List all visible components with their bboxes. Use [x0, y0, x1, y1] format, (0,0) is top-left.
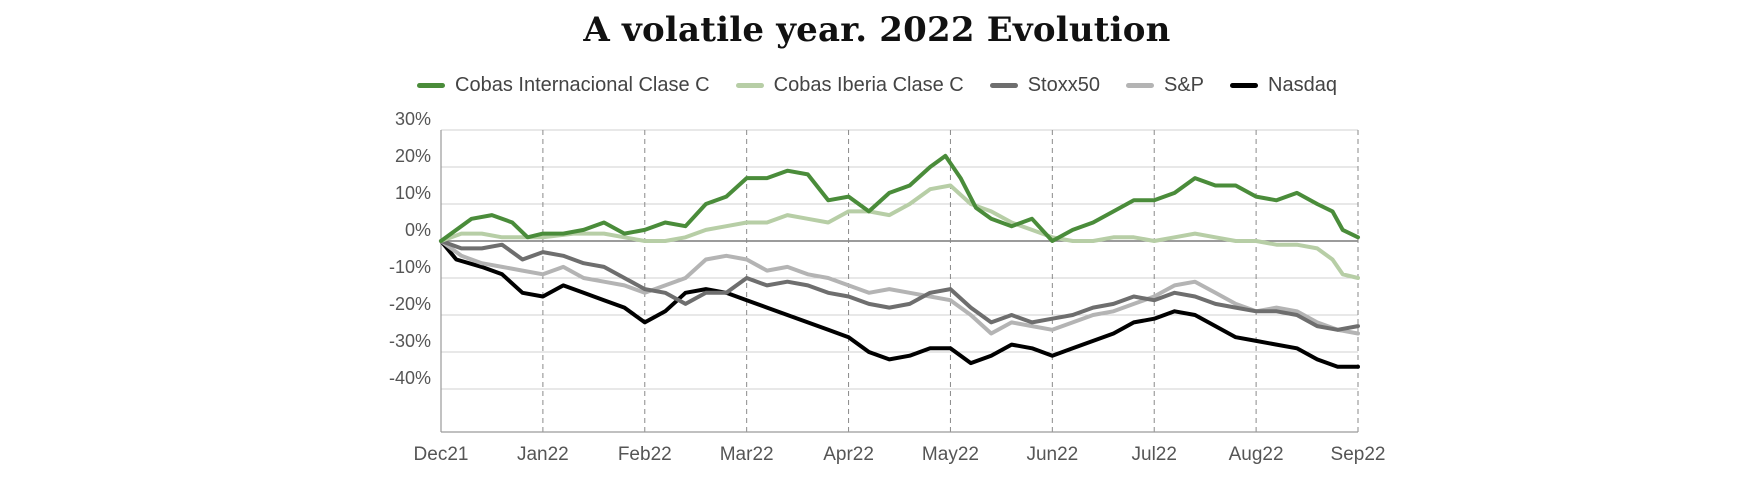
y-tick-label: -10% — [389, 257, 431, 277]
y-axis-ticks: 30% 20% 10% 0% -10% -20% -30% -40% — [389, 109, 431, 388]
legend-swatch-stoxx50 — [989, 83, 1018, 88]
legend-item-cobas-internacional: Cobas Internacional Clase C — [417, 74, 710, 97]
y-tick-label: 0% — [405, 220, 431, 240]
x-axis-ticks: Dec21 Jan22 Feb22 Mar22 Apr22 May22 Jun22 Jul22… — [414, 444, 1386, 465]
series-line-nasdaq — [439, 239, 1360, 369]
x-tick-label: Jun22 — [1026, 444, 1078, 465]
legend-item-stoxx50: Stoxx50 — [989, 74, 1100, 97]
series-line-cobas-internacional — [439, 153, 1360, 243]
legend-label-cobas-internacional: Cobas Internacional Clase C — [455, 74, 710, 96]
x-tick-label: Dec21 — [414, 444, 469, 465]
x-tick-label: Feb22 — [618, 444, 672, 465]
legend-swatch-cobas-iberia — [735, 83, 764, 88]
legend-swatch-nasdaq — [1230, 83, 1259, 88]
legend-label-sp: S&P — [1163, 74, 1205, 96]
grid — [441, 129, 1359, 432]
series-line-sp — [439, 239, 1360, 336]
series-line-cobas-iberia — [439, 183, 1360, 280]
y-tick-label: 20% — [395, 146, 431, 166]
x-tick-label: Aug22 — [1229, 444, 1284, 465]
y-tick-label: -30% — [389, 331, 431, 351]
x-tick-label: May22 — [922, 444, 979, 465]
x-tick-label: Jan22 — [517, 444, 569, 465]
series-line-stoxx50 — [439, 239, 1360, 332]
series-lines — [439, 153, 1360, 369]
y-tick-label: -20% — [389, 294, 431, 314]
legend-swatch-sp — [1125, 83, 1154, 88]
legend-label-stoxx50: Stoxx50 — [1027, 74, 1100, 96]
chart-title: A volatile year. 2022 Evolution — [583, 10, 1171, 50]
y-tick-label: 10% — [395, 183, 431, 203]
legend-label-cobas-iberia: Cobas Iberia Clase C — [773, 74, 964, 96]
legend-item-cobas-iberia: Cobas Iberia Clase C — [735, 74, 964, 97]
x-tick-label: Sep22 — [1331, 444, 1386, 465]
legend-item-sp: S&P — [1125, 74, 1205, 97]
y-tick-label: -40% — [389, 368, 431, 388]
legend-item-nasdaq: Nasdaq — [1230, 74, 1337, 97]
x-tick-label: Apr22 — [823, 444, 874, 465]
legend-swatch-cobas-internacional — [417, 83, 446, 88]
x-tick-label: Mar22 — [720, 444, 774, 465]
x-tick-label: Jul22 — [1132, 444, 1177, 465]
legend: Cobas Internacional Clase C Cobas Iberia… — [0, 74, 1754, 97]
legend-label-nasdaq: Nasdaq — [1268, 74, 1337, 96]
y-tick-label: 30% — [395, 109, 431, 129]
axes — [440, 130, 1358, 433]
